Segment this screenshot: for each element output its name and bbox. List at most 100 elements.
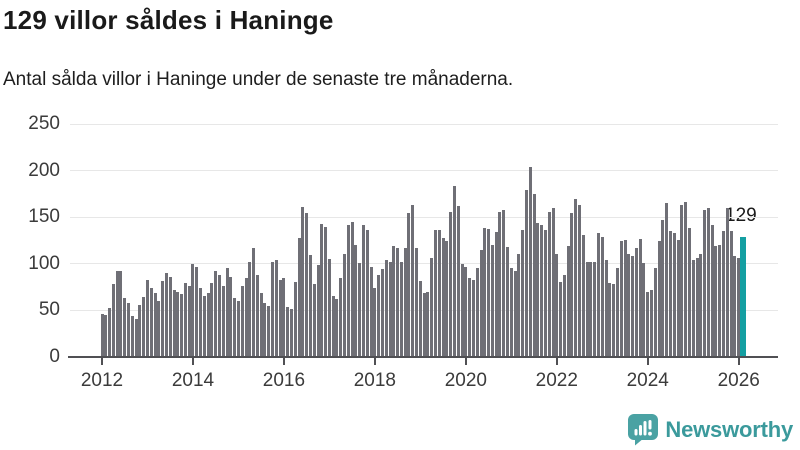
bar — [316, 264, 320, 357]
highlight-bar — [740, 236, 746, 357]
x-axis-label: 2012 — [80, 370, 124, 391]
y-axis-label: 150 — [28, 206, 60, 228]
bar — [725, 207, 729, 357]
bar — [286, 306, 290, 357]
bar — [733, 256, 737, 357]
bar — [119, 271, 123, 357]
newsworthy-logo[interactable]: Newsworthy — [628, 414, 793, 446]
bar — [153, 292, 157, 357]
bar — [312, 284, 316, 357]
bar — [111, 284, 115, 357]
x-axis-label: 2016 — [262, 370, 306, 391]
bar — [225, 268, 229, 357]
bar-chart-speech-bubble-icon — [628, 414, 659, 446]
bar — [528, 166, 532, 357]
value-annotation: 129 — [725, 204, 757, 226]
bar — [714, 246, 718, 357]
bar — [479, 249, 483, 357]
bar — [498, 211, 502, 357]
bar — [722, 231, 726, 357]
bar — [460, 263, 464, 357]
bar — [396, 247, 400, 357]
bar — [536, 222, 540, 357]
y-axis-label: 250 — [28, 113, 60, 134]
bar — [206, 292, 210, 357]
bar — [327, 259, 331, 357]
y-axis-label: 100 — [28, 252, 60, 274]
bar — [551, 207, 555, 357]
bar — [585, 261, 589, 357]
bar — [566, 246, 570, 357]
bar — [388, 261, 392, 357]
bar — [358, 262, 362, 357]
bar — [134, 318, 138, 357]
bar — [350, 221, 354, 357]
bar — [172, 289, 176, 357]
bar — [221, 286, 225, 357]
bar — [691, 260, 695, 357]
x-axis-tick — [555, 358, 558, 365]
bar — [634, 247, 638, 357]
bar — [737, 258, 741, 357]
bar — [543, 230, 547, 357]
bar — [149, 288, 153, 357]
bar — [471, 279, 475, 357]
x-axis-tick — [373, 358, 376, 365]
bar — [377, 274, 381, 357]
bar — [217, 274, 221, 357]
x-axis-label: 2020 — [444, 370, 487, 391]
bar — [104, 315, 108, 357]
bar — [407, 213, 411, 357]
bar — [619, 241, 623, 357]
bar — [233, 298, 237, 357]
bar — [415, 247, 419, 357]
bar — [638, 238, 642, 357]
bar — [305, 213, 309, 357]
gridline — [70, 170, 778, 172]
gridline — [70, 216, 778, 218]
bar — [362, 224, 365, 357]
bar — [346, 224, 350, 357]
bar — [301, 206, 305, 357]
bar — [403, 247, 407, 357]
bar — [680, 205, 684, 357]
bar — [574, 198, 578, 357]
bar — [195, 266, 199, 357]
bar — [729, 231, 733, 357]
bar — [695, 258, 699, 357]
bar — [229, 276, 233, 357]
bar — [164, 273, 168, 357]
bar — [308, 255, 312, 357]
bar — [502, 209, 506, 357]
bar — [464, 266, 468, 357]
bar — [521, 230, 525, 357]
bar — [259, 292, 263, 357]
bar — [145, 279, 149, 357]
x-axis-tick — [737, 358, 740, 365]
bar — [600, 236, 604, 357]
bar — [653, 268, 657, 357]
bar — [661, 220, 665, 357]
bar — [202, 296, 206, 357]
bar — [392, 246, 396, 357]
bar — [623, 239, 627, 357]
bar — [290, 308, 293, 357]
bar — [487, 229, 491, 357]
bar — [706, 207, 710, 357]
bar — [650, 289, 654, 357]
x-axis-label: 2026 — [717, 370, 760, 391]
bar — [365, 230, 369, 357]
bar — [430, 258, 434, 357]
bar — [108, 307, 112, 357]
bar — [161, 280, 165, 357]
page-title: 129 villor såldes i Haninge — [3, 5, 334, 35]
bar — [615, 268, 619, 357]
bar — [449, 211, 453, 357]
bar — [608, 283, 612, 357]
bar — [263, 302, 267, 357]
bar — [676, 239, 680, 357]
x-axis-tick — [191, 358, 194, 365]
bar — [293, 281, 297, 357]
plot-area: 129 0 50 100 150 200 250 2012 2014 2016 2018 2020 2… — [28, 113, 778, 391]
